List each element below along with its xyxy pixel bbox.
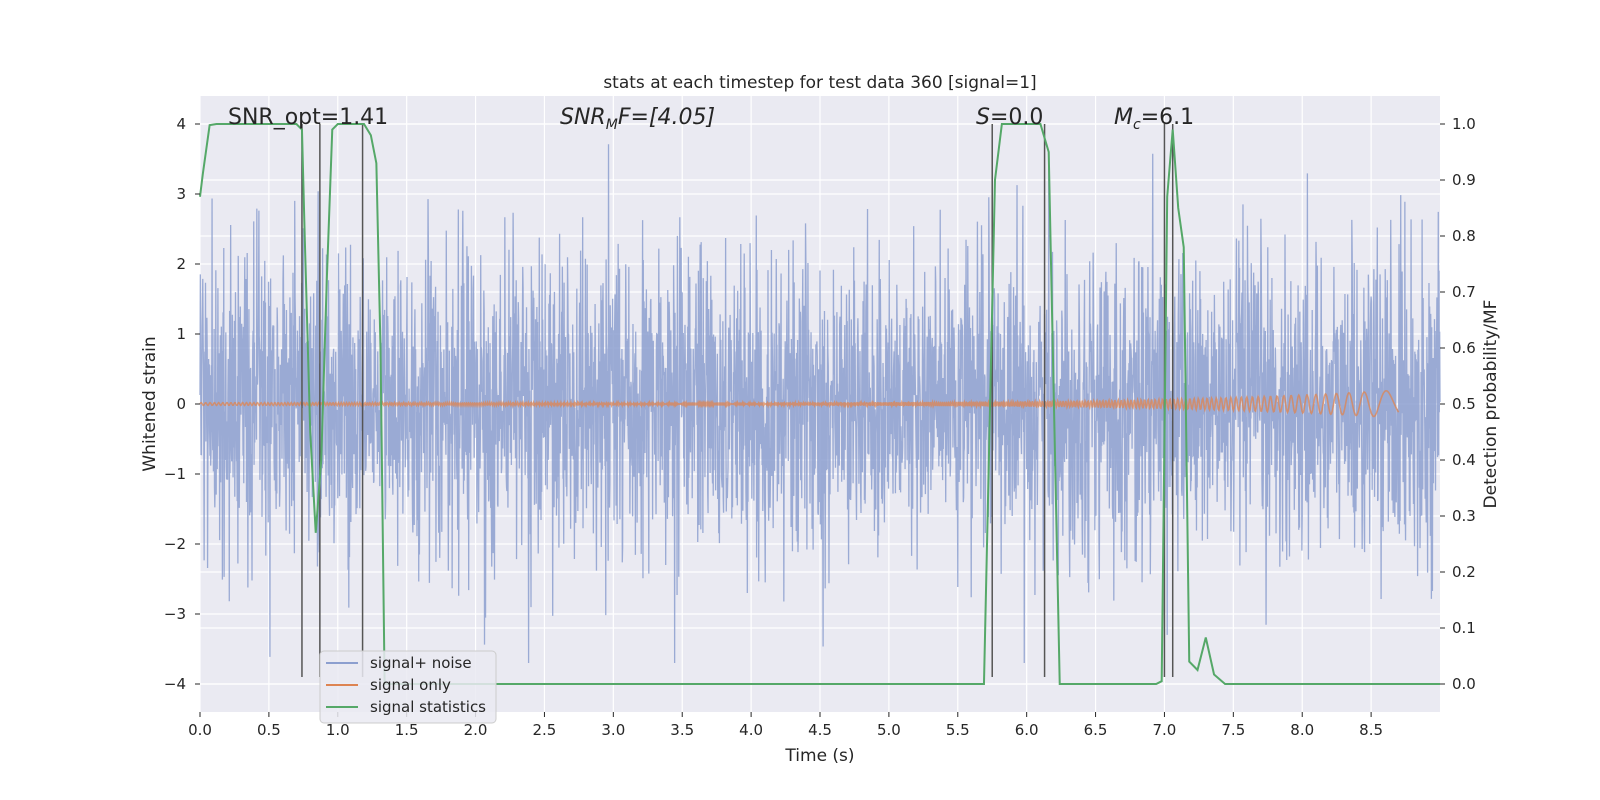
x-tick-label-12: 6.0	[1015, 721, 1039, 739]
annotation-mc: Mc=6.1	[1114, 105, 1194, 133]
signal-noise-line	[199, 144, 1441, 664]
legend-label-signal-statistics: signal statistics	[370, 698, 486, 716]
x-axis-label: Time (s)	[784, 746, 854, 766]
annotation-snr-opt: SNR_opt=1.41	[228, 105, 388, 130]
x-tick-label-13: 6.5	[1084, 721, 1108, 739]
y-tick-label-4: 0	[176, 395, 186, 413]
y-right-tick-label-10: 0.0	[1452, 675, 1476, 693]
tick-labels: 0.0 0.5 1.0 1.5 2.0 2.5 3.0 3.5 4.0 4.5 5.0 5.5 6.0 6…	[164, 115, 1476, 739]
x-tick-label-16: 8.0	[1290, 721, 1314, 739]
x-tick-label-5: 2.5	[533, 721, 557, 739]
x-tick-label-9: 4.5	[808, 721, 832, 739]
y-right-tick-label-9: 0.1	[1452, 619, 1476, 637]
y-tick-label-5: −1	[164, 465, 186, 483]
x-tick-label-8: 4.0	[739, 721, 763, 739]
legend: signal+ noise signal only signal statist…	[319, 650, 497, 724]
y-tick-label-7: −3	[164, 605, 186, 623]
x-tick-label-0: 0.0	[188, 721, 212, 739]
signal-only-series	[199, 389, 1400, 418]
x-tick-label-10: 5.0	[877, 721, 901, 739]
x-tick-label-14: 7.0	[1153, 721, 1177, 739]
x-tick-label-4: 2.0	[464, 721, 488, 739]
y-tick-label-2: 2	[176, 255, 186, 273]
legend-box	[319, 650, 497, 724]
x-tick-label-15: 7.5	[1221, 721, 1245, 739]
signal-statistics-series	[199, 123, 1440, 685]
y-right-tick-label-1: 0.9	[1452, 171, 1476, 189]
legend-label-signal-only: signal only	[370, 676, 451, 694]
x-tick-label-7: 3.5	[670, 721, 694, 739]
x-tick-label-6: 3.0	[601, 721, 625, 739]
y-right-tick-label-2: 0.8	[1452, 227, 1476, 245]
y-tick-label-3: 1	[176, 325, 186, 343]
y-right-tick-label-4: 0.6	[1452, 339, 1476, 357]
x-tick-label-11: 5.5	[946, 721, 970, 739]
x-tick-label-17: 8.5	[1359, 721, 1383, 739]
y-tick-label-6: −2	[164, 535, 186, 553]
y-axis-label: Whitened strain	[140, 336, 160, 471]
y-right-tick-label-7: 0.3	[1452, 507, 1476, 525]
y-tick-label-0: 4	[176, 115, 186, 133]
signal-statistics-line	[199, 123, 1440, 685]
x-tick-label-1: 0.5	[257, 721, 281, 739]
y-axis-right-label: Detection probability/MF	[1481, 300, 1501, 509]
y-right-tick-label-3: 0.7	[1452, 283, 1476, 301]
signal-noise-series	[199, 144, 1441, 664]
y-right-tick-label-8: 0.2	[1452, 563, 1476, 581]
y-right-tick-label-6: 0.4	[1452, 451, 1476, 469]
y-tick-label-1: 3	[176, 185, 186, 203]
annotation-snr-mf: SNRMF=[4.05]	[560, 105, 715, 133]
signal-only-line	[199, 389, 1400, 418]
chart-title: stats at each timestep for test data 360…	[603, 73, 1036, 93]
annotation-s: S=0.0	[976, 105, 1043, 130]
vertical-markers	[301, 124, 1174, 677]
legend-label-signal-noise: signal+ noise	[370, 654, 472, 672]
y-right-tick-label-0: 1.0	[1452, 115, 1476, 133]
x-tick-label-3: 1.5	[395, 721, 419, 739]
y-tick-label-8: −4	[164, 675, 186, 693]
y-right-tick-label-5: 0.5	[1452, 395, 1476, 413]
x-tick-label-2: 1.0	[326, 721, 350, 739]
